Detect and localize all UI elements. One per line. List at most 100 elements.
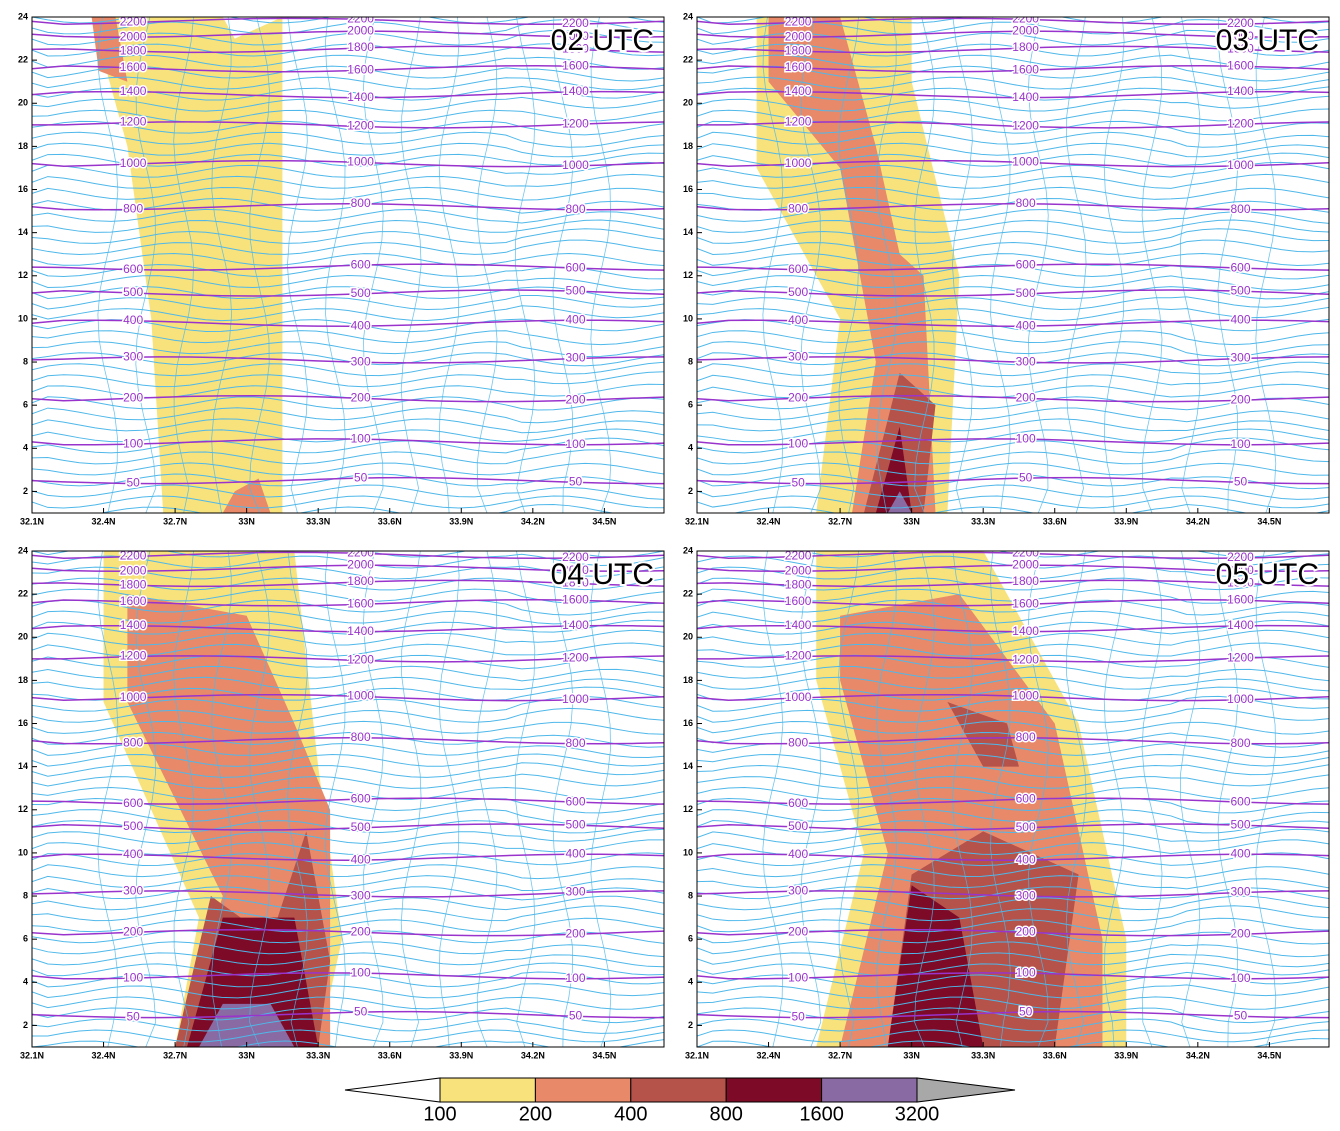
contour-line	[697, 797, 1329, 805]
streamline	[552, 17, 574, 513]
y-tick-label: 4	[688, 443, 693, 453]
colorbar-label: 200	[519, 1103, 552, 1125]
streamline	[32, 371, 664, 388]
contour-label: 300	[566, 885, 586, 899]
streamline	[32, 852, 664, 867]
contour-line	[32, 853, 664, 861]
y-tick-label: 14	[18, 227, 28, 237]
contour-line	[32, 579, 664, 588]
contour-line	[697, 564, 1329, 572]
streamline	[697, 219, 1329, 233]
x-tick-label: 32.1N	[685, 516, 709, 526]
contour-label: 2000	[120, 29, 147, 43]
contour-label: 50	[1234, 1009, 1248, 1023]
streamline	[590, 17, 612, 513]
contour-line	[32, 624, 664, 633]
streamline	[697, 895, 1329, 911]
streamline	[32, 96, 664, 112]
streamline	[697, 720, 1329, 735]
contour-label: 500	[566, 817, 586, 831]
streamline	[697, 695, 1329, 712]
contour-label: 200	[566, 926, 586, 940]
streamline	[32, 131, 664, 148]
streamline	[32, 731, 664, 748]
streamline	[32, 786, 664, 800]
contour-label: 500	[123, 819, 143, 833]
y-tick-label: 22	[683, 589, 693, 599]
contour-label: 400	[1016, 852, 1036, 866]
contour-label: 1800	[1227, 576, 1254, 590]
contour-label: 600	[1231, 794, 1251, 808]
y-tick-label: 2	[23, 1020, 28, 1030]
streamline	[876, 551, 897, 1047]
shaded-region	[103, 17, 283, 513]
contour-label: 300	[351, 354, 371, 368]
streamline	[697, 971, 1329, 988]
plot-area: 50 50 50 100 100 100 200 200 200 300 300 300 400 400 4…	[697, 551, 1329, 1047]
x-tick-label: 32.7N	[163, 516, 187, 526]
y-tick-label: 10	[18, 313, 28, 323]
contour-line	[32, 90, 664, 99]
contour-label: 300	[1016, 888, 1036, 902]
streamline	[697, 54, 1329, 70]
contour-label: 400	[351, 852, 371, 866]
x-tick-label: 32.4N	[757, 1050, 781, 1060]
streamline	[325, 17, 346, 513]
streamline	[211, 17, 232, 513]
contour-label: 2000	[562, 563, 589, 577]
contour-label: 100	[351, 965, 371, 979]
y-tick-label: 4	[23, 443, 28, 453]
contour-label: 100	[123, 436, 143, 450]
streamline	[697, 820, 1329, 834]
contour-label: 800	[1016, 730, 1036, 744]
streamline	[32, 962, 664, 977]
plot-frame	[696, 16, 1330, 514]
contour-label: 600	[1016, 257, 1036, 271]
contour-label: 200	[788, 924, 808, 938]
y-tick-label: 8	[688, 890, 693, 900]
contour-label: 1400	[1227, 84, 1254, 98]
contour-line	[697, 203, 1329, 211]
streamline	[697, 941, 1329, 958]
contour-label: 1400	[1012, 90, 1039, 104]
streamline	[838, 551, 859, 1047]
contour-line	[697, 579, 1329, 588]
contour-label: 600	[351, 257, 371, 271]
streamline	[697, 864, 1329, 879]
streamline	[32, 341, 664, 358]
streamline	[800, 551, 822, 1047]
contour-label: 800	[1231, 202, 1251, 216]
contour-label: 400	[566, 312, 586, 326]
contour-label: 800	[566, 202, 586, 216]
colorbar-box	[821, 1077, 918, 1103]
contour-label: 200	[123, 924, 143, 938]
x-tick-label: 33.3N	[971, 1050, 995, 1060]
contour-line	[32, 159, 664, 168]
contour-label: 500	[1231, 283, 1251, 297]
streamline	[697, 286, 1329, 300]
contour-label: 300	[788, 883, 808, 897]
contour-label: 600	[788, 796, 808, 810]
contour-label: 300	[788, 349, 808, 363]
streamline	[697, 742, 1329, 759]
x-tick-label: 32.1N	[685, 1050, 709, 1060]
streamline	[32, 109, 664, 123]
streamline	[97, 551, 119, 1047]
streamline	[400, 551, 422, 1047]
contour-line	[697, 823, 1329, 831]
streamline	[697, 407, 1329, 423]
streamline	[173, 17, 194, 513]
streamline	[1255, 17, 1277, 513]
streamline	[32, 253, 664, 266]
contour-label: 200	[1231, 926, 1251, 940]
contour-label: 1200	[120, 115, 147, 129]
contour-label: 1200	[120, 649, 147, 663]
streamline	[697, 504, 1329, 513]
streamline	[1217, 17, 1239, 513]
streamline	[32, 407, 664, 424]
contour-label: 100	[788, 436, 808, 450]
contour-label: 800	[123, 202, 143, 216]
streamline	[32, 753, 664, 767]
panel-title: 02 UTC	[551, 24, 654, 57]
streamline	[1065, 551, 1087, 1047]
